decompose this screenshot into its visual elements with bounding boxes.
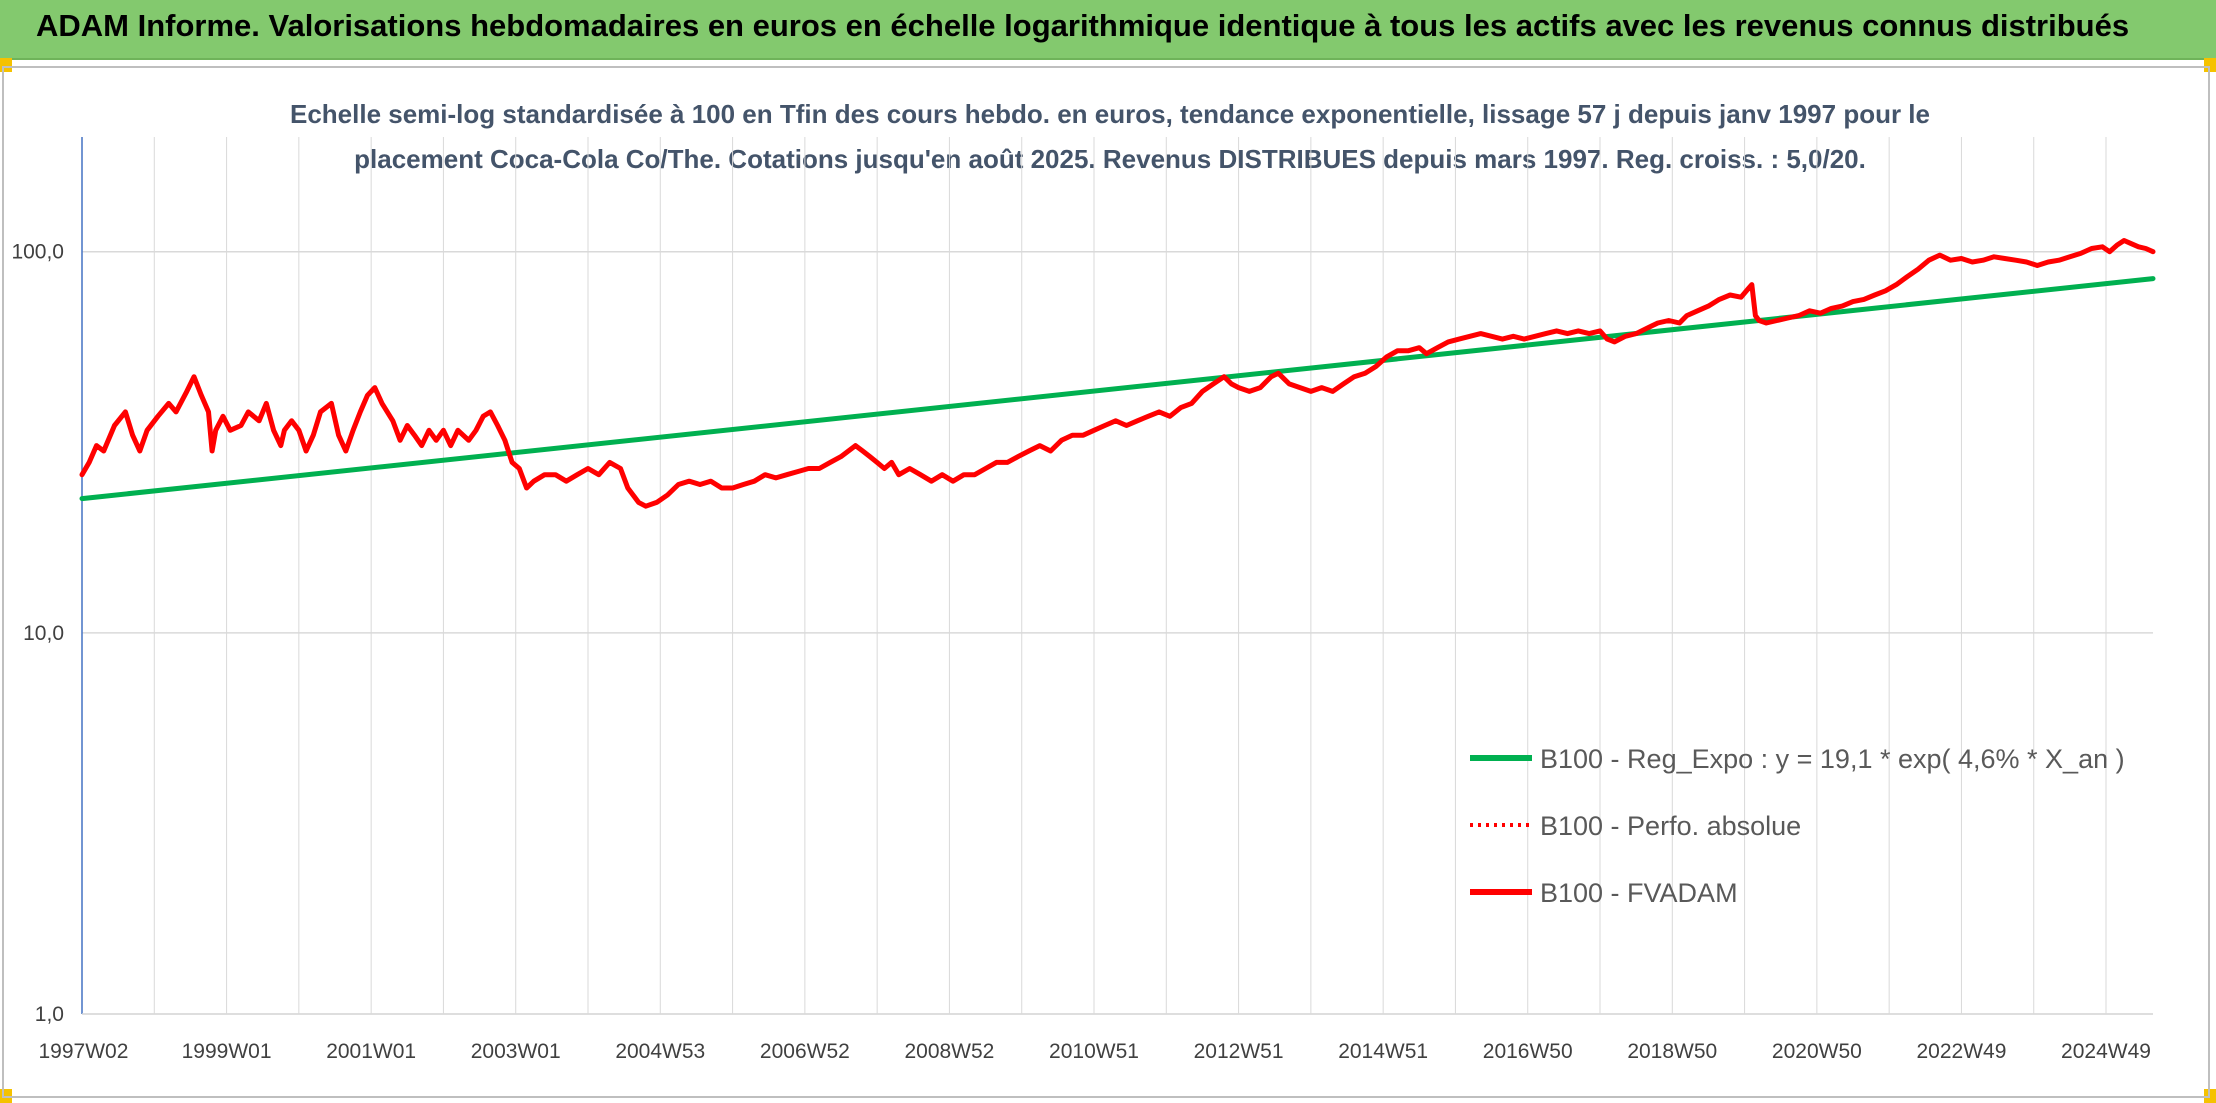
series-line-1 (79, 276, 2156, 502)
x-tick-label: 2014W51 (1338, 1040, 1428, 1063)
y-tick-label: 100,0 (11, 241, 64, 264)
page-title: ADAM Informe. Valorisations hebdomadaire… (36, 8, 2130, 43)
y-tick-label: 1,0 (35, 1003, 64, 1026)
chart-title-line-2: placement Coca-Cola Co/The. Cotations ju… (354, 144, 1866, 174)
x-tick-label: 2010W51 (1049, 1040, 1139, 1063)
x-tick-label: 2008W52 (904, 1040, 994, 1063)
x-tick-label: 1997W02 (38, 1040, 128, 1063)
x-tick-label: 2022W49 (1916, 1040, 2006, 1063)
legend-label-2: B100 - Perfo. absolue (1540, 811, 1801, 841)
chart-title-line-1: Echelle semi-log standardisée à 100 en T… (289, 99, 1930, 129)
corner-marker-right (2204, 58, 2216, 72)
x-tick-label: 2016W50 (1483, 1040, 1573, 1063)
legend-label-1: B100 - Reg_Expo : y = 19,1 * exp( 4,6% *… (1540, 744, 2125, 774)
legend-label-3: B100 - FVADAM (1540, 878, 1738, 908)
x-tick-label: 2012W51 (1194, 1040, 1284, 1063)
x-tick-label: 2006W52 (760, 1040, 850, 1063)
corner-marker-bottom-right (2204, 1089, 2216, 1103)
x-tick-label: 2001W01 (326, 1040, 416, 1063)
x-tick-label: 2003W01 (471, 1040, 561, 1063)
x-tick-label: 2020W50 (1772, 1040, 1862, 1063)
header-bar: ADAM Informe. Valorisations hebdomadaire… (0, 0, 2216, 60)
x-tick-label: 1999W01 (182, 1040, 272, 1063)
chart-frame (2, 66, 2210, 1098)
x-tick-label: 2018W50 (1627, 1040, 1717, 1063)
y-tick-label: 10,0 (23, 622, 64, 645)
series-line-3 (79, 238, 2156, 509)
x-tick-label: 2024W49 (2061, 1040, 2151, 1063)
x-tick-label: 2004W53 (615, 1040, 705, 1063)
chart-title: Echelle semi-log standardisée à 100 en T… (230, 92, 1990, 182)
